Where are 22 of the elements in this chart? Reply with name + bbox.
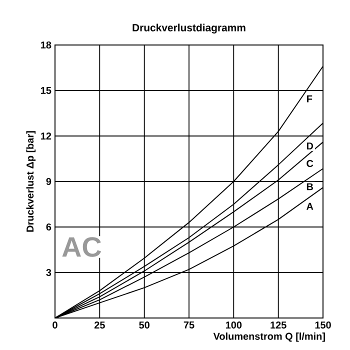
x-tick-label: 125: [270, 322, 286, 329]
y-tick-label: 6: [46, 223, 52, 231]
y-tick-label: 3: [46, 268, 52, 276]
x-tick-label: 50: [139, 322, 150, 329]
y-tick-label: 12: [41, 132, 52, 140]
annotation: AC: [62, 237, 102, 257]
series-label: F: [307, 95, 312, 102]
x-tick-label: 25: [94, 322, 105, 329]
series-label: B: [306, 183, 314, 190]
series-label: D: [306, 142, 314, 150]
x-tick-label: 100: [226, 322, 242, 329]
x-tick-label: 150: [315, 322, 331, 329]
y-tick-label: 18: [41, 41, 52, 49]
series-label: C: [306, 160, 314, 168]
x-tick-label: 0: [52, 322, 58, 329]
y-axis-title: Druckverlust Δp [bar]: [26, 131, 36, 232]
x-axis-title: Volumenstrom Q [l/min]: [213, 332, 325, 342]
y-tick-label: 15: [41, 87, 52, 94]
x-tick-label: 75: [184, 322, 194, 328]
series-label: A: [306, 202, 314, 210]
chart-title: Druckverlustdiagramm: [132, 24, 246, 34]
y-tick-label: 9: [46, 178, 52, 186]
